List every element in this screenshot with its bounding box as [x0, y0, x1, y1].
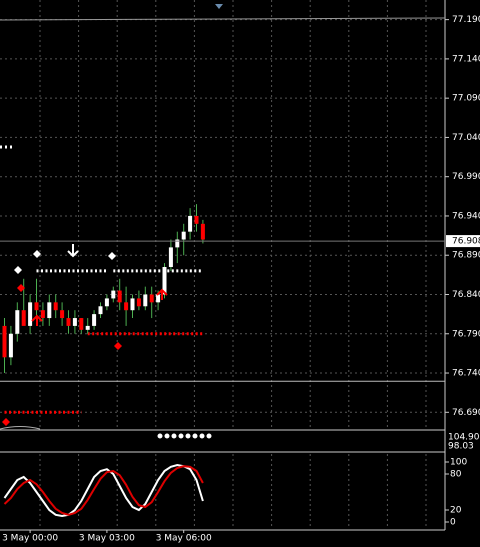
y-tick-label: 80 [450, 470, 462, 480]
signal-markers [0, 17, 446, 439]
candle-body [53, 302, 58, 311]
oscillator-line [3, 465, 204, 516]
x-tick-label: 3 May 06:00 [156, 534, 212, 544]
candle-body [47, 302, 52, 319]
candle-body [124, 302, 129, 311]
y-tick-label: 76.940 [452, 211, 480, 221]
candle-body [181, 231, 186, 240]
candle-body [98, 306, 103, 315]
candle-body [15, 310, 20, 334]
candle-body [8, 333, 13, 358]
y-tick-label: 77.040 [452, 133, 480, 143]
candle-body [79, 318, 84, 330]
y-tick-label: 77.140 [452, 54, 480, 64]
candle-body [72, 318, 77, 326]
candle-body [156, 294, 161, 303]
y-tick-label: 77.190 [452, 15, 480, 25]
down-arrow [67, 244, 79, 258]
y-tick-label: 100 [450, 458, 467, 468]
diamond [2, 418, 10, 426]
indicator-label: 98.03 [448, 442, 474, 452]
up-arrow [156, 288, 168, 300]
candle-body [92, 314, 97, 326]
candle-body [66, 318, 71, 326]
diamond [108, 252, 116, 260]
diamond [33, 250, 41, 258]
y-tick-label: 20 [450, 506, 462, 516]
candle-body [2, 325, 7, 358]
diamond [114, 342, 122, 350]
y-tick-label: 76.840 [452, 290, 480, 300]
y-tick-label: 77.090 [452, 94, 480, 104]
candle-body [149, 294, 154, 303]
candle-body [40, 310, 45, 319]
diamond [14, 266, 22, 274]
candle-body [60, 310, 65, 319]
y-tick-label: 76.790 [452, 329, 480, 339]
candle-body [111, 290, 116, 299]
candle-body [162, 267, 167, 295]
oscillator-line [3, 463, 204, 518]
candle-body [28, 302, 33, 326]
candle-body [136, 298, 141, 307]
candle-body [104, 298, 109, 307]
current-price-box [446, 235, 480, 248]
candle-body [168, 247, 173, 268]
y-tick-label: 0 [450, 518, 456, 528]
candle-body [200, 223, 205, 240]
candle-body [34, 302, 39, 311]
candle-body [85, 325, 90, 330]
indicator-line [0, 17, 446, 21]
candle-body [130, 298, 135, 311]
candle-body [21, 310, 26, 326]
x-tick-label: 3 May 00:00 [2, 534, 58, 544]
y-tick-label: 76.690 [452, 408, 480, 418]
y-tick-label: 76.740 [452, 369, 480, 379]
y-tick-label: 76.990 [452, 172, 480, 182]
up-arrow [31, 314, 43, 326]
candle-body [143, 294, 148, 307]
candle-body [175, 239, 180, 248]
indicator-label: 104.90 [448, 433, 480, 443]
current-price-label: 76.908 [452, 237, 480, 247]
y-tick-label: 76.890 [452, 251, 480, 261]
shift-marker [215, 4, 223, 9]
diamond [17, 284, 25, 292]
indicator-line [0, 426, 41, 430]
candle-body [117, 290, 122, 303]
candle-body [194, 215, 199, 224]
x-tick-label: 3 May 03:00 [79, 534, 135, 544]
candle-body [188, 215, 193, 232]
